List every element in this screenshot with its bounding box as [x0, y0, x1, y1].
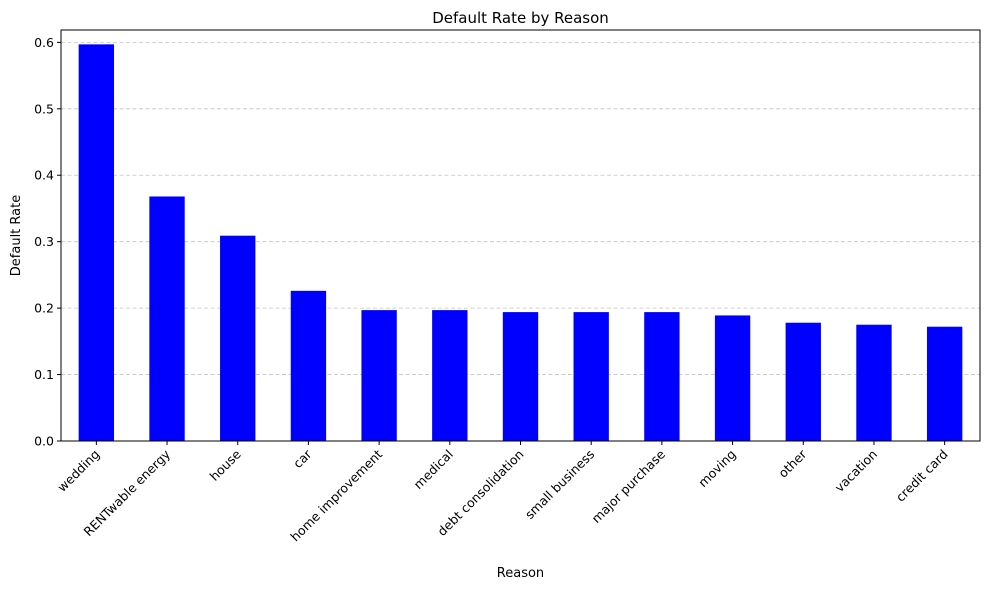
y-tick-label: 0.1 [34, 367, 54, 382]
x-axis-label: Reason [497, 566, 544, 581]
bar-wedding [78, 44, 115, 442]
bar-debt-consolidation [502, 312, 539, 441]
x-tick-label: credit card [893, 447, 951, 505]
x-tick-label: medical [410, 447, 455, 492]
y-tick-label: 0.5 [34, 101, 54, 116]
x-tick-label: car [290, 446, 315, 471]
y-axis-label: Default Rate [9, 195, 24, 276]
bar-medical [432, 310, 468, 441]
bar-other [785, 322, 821, 441]
y-tick-label: 0.2 [34, 301, 54, 316]
x-tick-label: moving [695, 447, 739, 491]
x-tick-label: wedding [54, 447, 102, 495]
bar-house [220, 235, 256, 441]
x-tick-label: small business [522, 447, 597, 522]
x-tick-label: major purchase [588, 446, 668, 526]
bar-vacation [856, 324, 892, 441]
y-axis-ticks: 0.0 0.1 0.2 0.3 0.4 0.5 0.6 [34, 35, 61, 449]
y-tick-label: 0.0 [34, 434, 54, 449]
bar-car [290, 290, 327, 441]
x-tick-label: house [207, 446, 244, 483]
bar-major-purchase [644, 312, 680, 441]
x-tick-label: other [775, 446, 810, 481]
bar-credit-card [926, 326, 963, 441]
bar-small-business [573, 312, 609, 441]
chart-title: Default Rate by Reason [432, 9, 609, 27]
y-tick-label: 0.3 [34, 234, 54, 249]
bars [78, 44, 963, 442]
bar-rentwable-energy [149, 196, 185, 441]
y-tick-label: 0.6 [34, 35, 54, 50]
x-tick-label: vacation [832, 447, 880, 495]
bar-home-improvement [361, 310, 397, 441]
y-tick-label: 0.4 [34, 168, 54, 183]
bar-moving [714, 315, 751, 441]
